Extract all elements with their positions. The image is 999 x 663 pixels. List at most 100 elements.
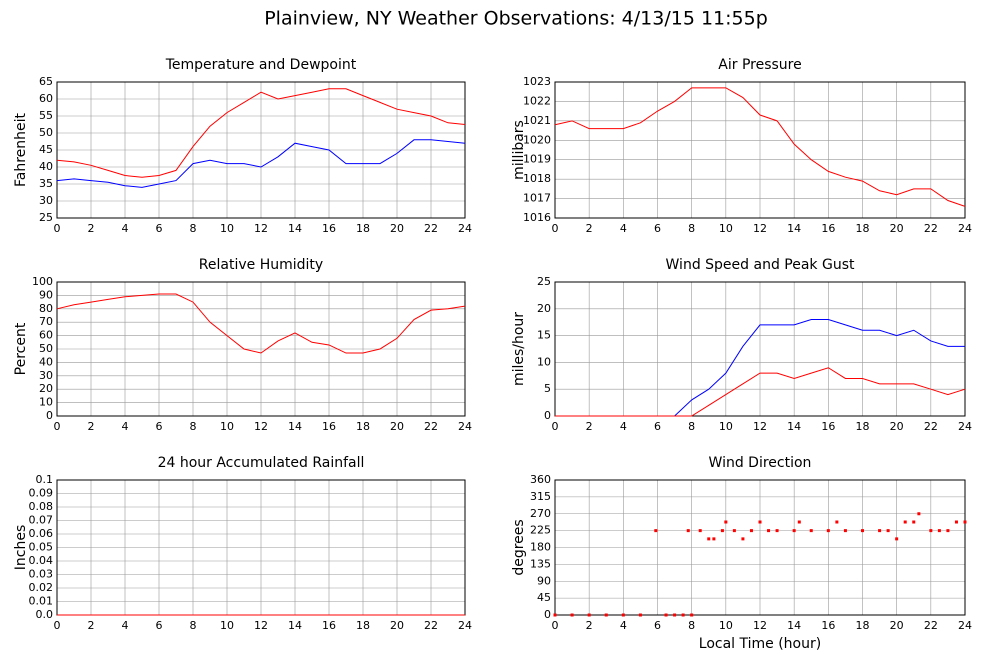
data-point <box>732 529 736 533</box>
y-tick-label: 180 <box>530 541 551 554</box>
y-tick-label: 60 <box>39 329 53 342</box>
x-tick-label: 14 <box>288 222 302 235</box>
data-point <box>809 529 813 533</box>
x-tick-label: 24 <box>958 420 972 433</box>
x-tick-label: 24 <box>458 222 472 235</box>
y-tick-label: 65 <box>39 75 53 88</box>
x-tick-label: 4 <box>620 619 627 632</box>
x-tick-label: 20 <box>890 420 904 433</box>
x-tick-label: 6 <box>654 420 661 433</box>
y-tick-label: 315 <box>530 490 551 503</box>
y-tick-label: 50 <box>39 126 53 139</box>
y-tick-label: 45 <box>39 143 53 156</box>
x-tick-label: 6 <box>654 222 661 235</box>
x-tick-label: 14 <box>787 222 801 235</box>
y-tick-label: 225 <box>530 524 551 537</box>
x-tick-label: 8 <box>190 619 197 632</box>
data-point <box>712 537 716 541</box>
data-point <box>912 520 916 524</box>
y-tick-label: 40 <box>39 160 53 173</box>
x-tick-label: 8 <box>688 420 695 433</box>
x-tick-label: 16 <box>821 420 835 433</box>
data-point <box>654 529 658 533</box>
data-point <box>826 529 830 533</box>
data-point <box>843 529 847 533</box>
x-tick-label: 2 <box>88 222 95 235</box>
x-tick-label: 0 <box>552 420 559 433</box>
data-point <box>707 537 711 541</box>
x-tick-label: 10 <box>719 619 733 632</box>
y-tick-label: 0.03 <box>29 568 54 581</box>
x-tick-label: 18 <box>356 619 370 632</box>
y-tick-label: 0.02 <box>29 581 54 594</box>
data-point <box>929 529 933 533</box>
plot-frame <box>554 81 966 219</box>
data-point <box>621 613 625 617</box>
data-point <box>724 520 728 524</box>
data-point <box>638 613 642 617</box>
y-tick-label: 360 <box>530 473 551 486</box>
data-point <box>570 613 574 617</box>
x-tick-label: 20 <box>890 619 904 632</box>
page-title: Plainview, NY Weather Observations: 4/13… <box>264 8 768 30</box>
x-tick-label: 24 <box>458 619 472 632</box>
y-tick-label: 1021 <box>523 114 551 127</box>
x-tick-label: 10 <box>719 420 733 433</box>
x-tick-label: 20 <box>390 420 404 433</box>
data-point <box>587 613 591 617</box>
data-point <box>681 613 685 617</box>
data-point <box>917 512 921 516</box>
data-point <box>946 529 950 533</box>
data-point <box>835 520 839 524</box>
data-point <box>792 529 796 533</box>
x-tick-label: 22 <box>424 420 438 433</box>
x-tick-label: 4 <box>122 619 129 632</box>
data-point <box>720 529 724 533</box>
x-tick-label: 2 <box>586 420 593 433</box>
x-tick-label: 24 <box>458 420 472 433</box>
x-tick-label: 2 <box>586 222 593 235</box>
x-axis-label: Local Time (hour) <box>699 636 821 652</box>
x-tick-label: 14 <box>288 420 302 433</box>
data-point <box>698 529 702 533</box>
x-tick-label: 16 <box>322 420 336 433</box>
plot-frame <box>554 479 966 616</box>
data-point <box>690 613 694 617</box>
x-tick-label: 0 <box>54 420 61 433</box>
x-tick-label: 14 <box>787 420 801 433</box>
y-axis-label: Fahrenheit <box>13 112 29 187</box>
data-point <box>878 529 882 533</box>
data-point <box>861 529 864 533</box>
x-tick-label: 18 <box>856 222 870 235</box>
data-point <box>954 520 958 524</box>
x-tick-label: 10 <box>220 420 234 433</box>
x-tick-label: 16 <box>322 619 336 632</box>
y-tick-label: 0.0 <box>36 608 54 621</box>
x-tick-label: 8 <box>190 222 197 235</box>
y-tick-label: 0.08 <box>29 500 54 513</box>
x-tick-label: 18 <box>856 619 870 632</box>
y-axis-label: Percent <box>13 322 29 375</box>
x-tick-label: 8 <box>190 420 197 433</box>
y-tick-label: 90 <box>39 288 53 301</box>
data-point <box>758 520 762 524</box>
panel-title: Air Pressure <box>718 57 801 73</box>
y-axis-label: degrees <box>511 519 527 575</box>
y-tick-label: 15 <box>537 329 551 342</box>
y-tick-label: 55 <box>39 109 53 122</box>
x-tick-label: 14 <box>787 619 801 632</box>
y-axis-label: millibars <box>511 120 527 180</box>
data-point <box>963 520 967 524</box>
x-tick-label: 22 <box>924 420 938 433</box>
y-tick-label: 25 <box>537 275 551 288</box>
y-tick-label: 30 <box>39 194 53 207</box>
y-tick-label: 60 <box>39 92 53 105</box>
y-tick-label: 1019 <box>523 153 551 166</box>
y-tick-label: 0.1 <box>36 473 54 486</box>
x-tick-label: 2 <box>586 619 593 632</box>
x-tick-label: 12 <box>753 619 767 632</box>
y-tick-label: 135 <box>530 557 551 570</box>
x-tick-label: 16 <box>322 222 336 235</box>
data-point <box>903 520 907 524</box>
